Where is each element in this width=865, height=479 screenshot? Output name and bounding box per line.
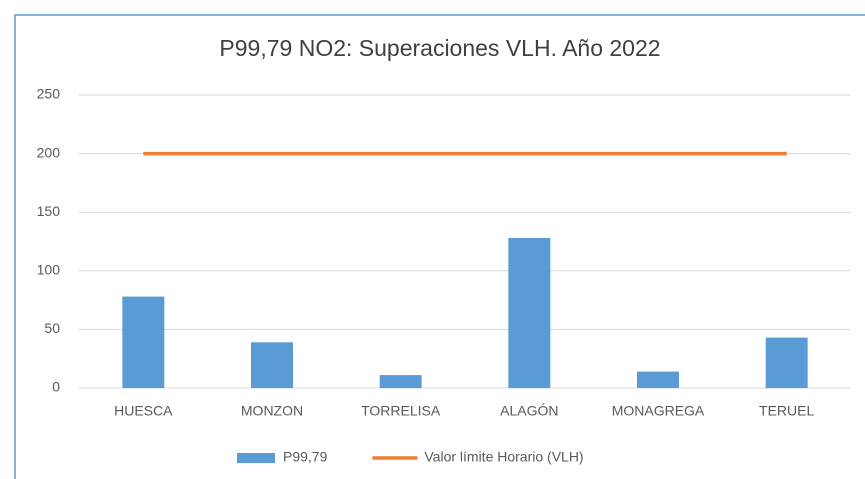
y-tick-label: 200 xyxy=(37,144,61,160)
y-tick-label: 50 xyxy=(44,320,60,336)
chart-frame xyxy=(14,14,865,479)
bar xyxy=(379,375,422,388)
bar xyxy=(637,371,679,388)
bar xyxy=(251,342,293,388)
x-tick-label: HUESCA xyxy=(114,403,173,419)
bar xyxy=(765,337,808,388)
chart-title: P99,79 NO2: Superaciones VLH. Año 2022 xyxy=(219,35,660,61)
legend-label: Valor límite Horario (VLH) xyxy=(424,449,583,465)
bar xyxy=(508,237,551,388)
y-tick-label: 250 xyxy=(37,86,61,102)
x-tick-label: MONZON xyxy=(241,403,303,419)
x-tick-label: MONAGREGA xyxy=(612,403,705,419)
y-tick-label: 100 xyxy=(37,262,61,278)
y-tick-label: 150 xyxy=(37,203,61,219)
legend-swatch xyxy=(237,453,275,463)
legend-label: P99,79 xyxy=(283,449,328,465)
x-tick-label: ALAGÓN xyxy=(500,403,558,419)
y-tick-label: 0 xyxy=(52,379,60,395)
x-tick-label: TORRELISA xyxy=(361,403,441,419)
x-tick-label: TERUEL xyxy=(759,403,814,419)
bar xyxy=(122,296,165,388)
